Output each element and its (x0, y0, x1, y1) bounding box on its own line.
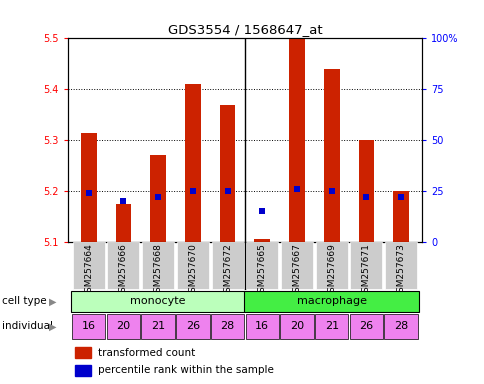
FancyBboxPatch shape (142, 242, 174, 290)
FancyBboxPatch shape (384, 314, 417, 339)
FancyBboxPatch shape (315, 314, 348, 339)
Text: 20: 20 (289, 321, 303, 331)
Text: GSM257672: GSM257672 (223, 243, 231, 298)
Text: GSM257671: GSM257671 (361, 243, 370, 298)
FancyBboxPatch shape (280, 242, 312, 290)
Text: 28: 28 (393, 321, 408, 331)
FancyBboxPatch shape (246, 242, 278, 290)
FancyBboxPatch shape (211, 314, 244, 339)
Bar (219, 104, 235, 242)
FancyBboxPatch shape (384, 242, 416, 290)
Text: macrophage: macrophage (296, 296, 366, 306)
FancyBboxPatch shape (280, 314, 313, 339)
Bar (75, 365, 91, 376)
Bar (358, 140, 374, 242)
Text: GSM257670: GSM257670 (188, 243, 197, 298)
FancyBboxPatch shape (350, 242, 381, 290)
Text: GSM257669: GSM257669 (327, 243, 335, 298)
Bar (115, 204, 131, 242)
Text: 20: 20 (116, 321, 130, 331)
Bar (81, 132, 96, 242)
Bar (254, 239, 270, 242)
FancyBboxPatch shape (177, 242, 209, 290)
FancyBboxPatch shape (106, 314, 140, 339)
Text: percentile rank within the sample: percentile rank within the sample (98, 365, 273, 375)
Text: GSM257667: GSM257667 (292, 243, 301, 298)
FancyBboxPatch shape (73, 242, 105, 290)
Text: ▶: ▶ (48, 321, 56, 331)
Bar (393, 191, 408, 242)
FancyBboxPatch shape (107, 242, 139, 290)
FancyBboxPatch shape (349, 314, 382, 339)
FancyBboxPatch shape (72, 314, 105, 339)
Text: GSM257665: GSM257665 (257, 243, 266, 298)
Bar (150, 156, 166, 242)
Text: cell type: cell type (2, 296, 47, 306)
FancyBboxPatch shape (141, 314, 174, 339)
Bar (185, 84, 200, 242)
Text: 16: 16 (255, 321, 269, 331)
FancyBboxPatch shape (245, 314, 278, 339)
Text: 21: 21 (324, 321, 338, 331)
Text: GSM257673: GSM257673 (396, 243, 405, 298)
Text: 16: 16 (82, 321, 95, 331)
Text: 26: 26 (185, 321, 199, 331)
Text: GSM257668: GSM257668 (153, 243, 162, 298)
Bar (75, 347, 91, 358)
Text: GSM257666: GSM257666 (119, 243, 128, 298)
FancyBboxPatch shape (211, 242, 243, 290)
FancyBboxPatch shape (71, 291, 245, 312)
Text: ▶: ▶ (48, 296, 56, 306)
Bar (323, 69, 339, 242)
Text: 28: 28 (220, 321, 234, 331)
Text: 21: 21 (151, 321, 165, 331)
Text: GSM257664: GSM257664 (84, 243, 93, 298)
FancyBboxPatch shape (315, 242, 347, 290)
FancyBboxPatch shape (176, 314, 209, 339)
Text: monocyte: monocyte (130, 296, 185, 306)
Title: GDS3554 / 1568647_at: GDS3554 / 1568647_at (167, 23, 321, 36)
Text: individual: individual (2, 321, 53, 331)
Text: 26: 26 (359, 321, 373, 331)
Bar (288, 38, 304, 242)
Text: transformed count: transformed count (98, 348, 195, 358)
FancyBboxPatch shape (244, 291, 418, 312)
